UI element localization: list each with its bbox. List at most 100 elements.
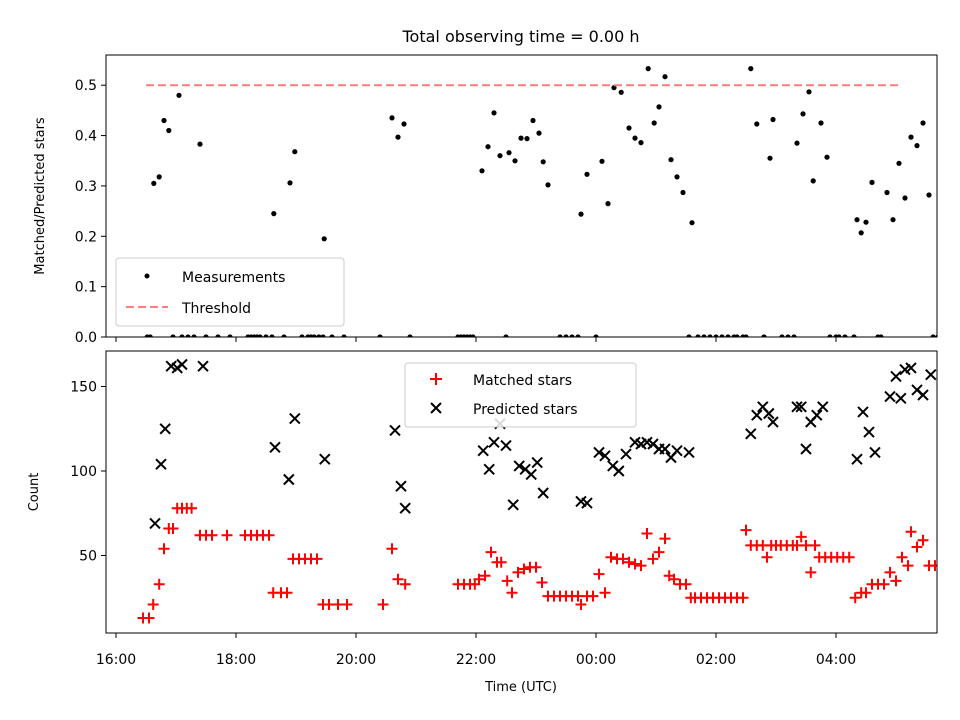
x-tick-label: 04:00 xyxy=(816,652,856,668)
measurement-point xyxy=(524,136,530,142)
matched-star-point xyxy=(629,558,641,570)
matched-star-point xyxy=(957,548,960,559)
measurement-point xyxy=(770,116,776,123)
measurement-point xyxy=(536,130,542,136)
matched-star-point xyxy=(605,551,617,563)
measurement-point xyxy=(869,179,875,185)
measurement-point xyxy=(947,68,952,73)
legend-label-threshold: Threshold xyxy=(181,301,251,317)
matched-star-point xyxy=(795,531,807,543)
measurement-point xyxy=(800,111,806,117)
measurement-point xyxy=(584,171,590,177)
y-tick-label: 0.5 xyxy=(75,78,97,94)
measurement-point xyxy=(545,182,551,188)
predicted-star-point xyxy=(895,392,907,405)
predicted-star-point xyxy=(197,360,209,372)
predicted-star-point xyxy=(620,448,632,460)
legend-marker-matched xyxy=(430,373,442,385)
matched-star-point xyxy=(680,578,692,590)
measurement-point xyxy=(512,158,518,164)
predicted-star-point xyxy=(395,480,407,492)
predicted-star-point xyxy=(149,517,161,530)
predicted-star-point xyxy=(857,406,869,418)
predicted-star-point xyxy=(745,428,757,440)
matched-star-point xyxy=(501,575,513,587)
matched-star-point xyxy=(221,529,233,541)
measurement-point xyxy=(920,120,926,126)
measurement-point xyxy=(878,334,884,337)
matched-star-point xyxy=(653,546,665,558)
measurement-point xyxy=(651,120,657,126)
matched-star-point xyxy=(911,541,923,553)
measurement-point xyxy=(540,159,546,165)
top-x-ticks xyxy=(115,337,837,342)
bottom-y-ticks: 50 100 150 xyxy=(70,380,106,565)
measurement-point xyxy=(827,334,833,337)
predicted-star-point xyxy=(593,446,605,459)
predicted-star-point xyxy=(905,362,917,374)
matched-star-point xyxy=(518,563,530,575)
predicted-star-point xyxy=(389,424,401,437)
x-tick-label: 00:00 xyxy=(576,652,616,668)
measurement-point xyxy=(851,334,857,337)
measurement-point xyxy=(506,150,512,156)
measurement-point xyxy=(632,135,638,141)
matched-star-point xyxy=(668,573,680,585)
y-tick-label: 50 xyxy=(79,549,97,565)
predicted-star-point xyxy=(671,444,683,457)
top-y-ticks: 0.0 0.1 0.2 0.3 0.4 0.5 xyxy=(75,78,106,346)
predicted-star-point xyxy=(683,446,695,459)
matched-star-point xyxy=(849,592,861,604)
measurement-point xyxy=(890,217,896,223)
measurement-point xyxy=(176,92,182,98)
matched-star-point xyxy=(399,578,411,590)
matched-star-point xyxy=(617,553,629,565)
measurement-point xyxy=(287,180,293,186)
predicted-star-point xyxy=(763,407,775,420)
bottom-plot-frame xyxy=(105,350,938,634)
matched-star-point xyxy=(843,551,855,563)
bottom-panel: 50 100 150 16:00 18:00 20:00 22:00 00:00 02:00 0… xyxy=(27,350,960,695)
matched-star-point xyxy=(902,560,914,572)
bottom-y-axis-label: Count xyxy=(27,473,42,512)
legend-frame xyxy=(404,362,637,428)
matched-star-point xyxy=(479,570,491,582)
y-tick-label: 0.3 xyxy=(75,179,97,195)
predicted-star-point xyxy=(613,465,625,477)
predicted-star-point xyxy=(599,450,611,462)
legend-marker-measurements xyxy=(144,273,150,279)
matched-star-point xyxy=(890,575,902,587)
measurement-point xyxy=(707,334,713,337)
measurement-point xyxy=(785,334,791,337)
measurement-point xyxy=(858,230,864,236)
measurement-point xyxy=(734,334,740,337)
predicted-star-point xyxy=(507,499,519,511)
measurement-point xyxy=(668,157,674,163)
measurement-point xyxy=(953,80,958,85)
measurement-point xyxy=(662,74,668,80)
predicted-star-point xyxy=(767,416,779,428)
predicted-star-point xyxy=(269,441,281,454)
predicted-star-point xyxy=(890,370,902,383)
y-tick-label: 0.0 xyxy=(75,330,97,346)
matched-star-point xyxy=(530,561,542,573)
measurement-point xyxy=(836,334,842,337)
measurement-point xyxy=(281,334,287,337)
measurement-point xyxy=(497,153,503,159)
measurement-point xyxy=(215,334,221,337)
measurement-point xyxy=(292,149,298,155)
measurement-point xyxy=(695,334,701,337)
x-tick-label: 02:00 xyxy=(696,652,736,668)
measurement-point xyxy=(563,334,569,337)
measurement-point xyxy=(263,334,269,337)
measurement-point xyxy=(824,154,830,160)
matched-star-point xyxy=(942,511,953,522)
predicted-star-point xyxy=(925,368,937,381)
measurement-point xyxy=(818,120,824,126)
measurement-point xyxy=(185,334,191,337)
measurement-point xyxy=(638,140,644,146)
measurement-point xyxy=(701,334,707,337)
matched-star-point xyxy=(593,568,605,580)
measurement-point xyxy=(271,211,277,217)
predicted-star-point xyxy=(488,436,500,449)
